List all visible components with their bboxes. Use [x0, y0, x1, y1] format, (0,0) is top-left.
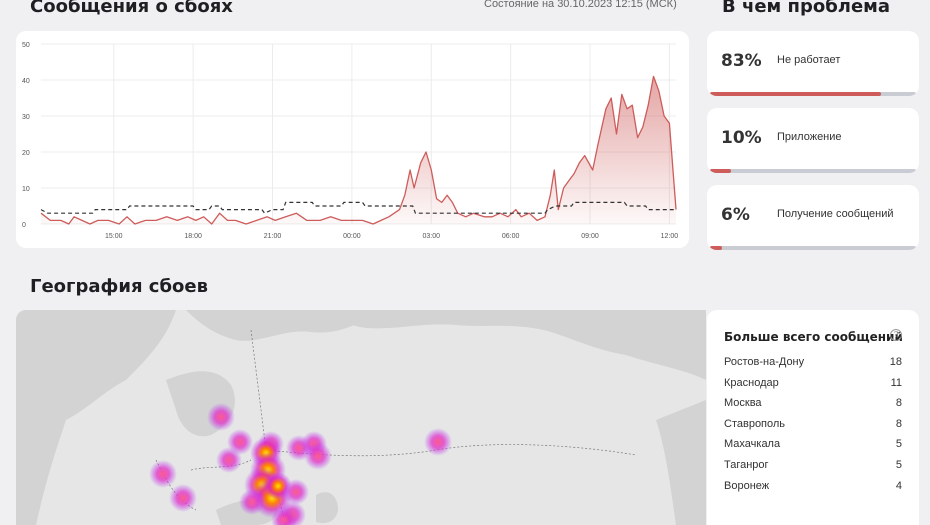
sea-area: [16, 310, 176, 525]
city-count: 5: [895, 459, 902, 471]
outage-map[interactable]: [16, 310, 706, 525]
reports-series-area: [41, 76, 676, 225]
city-name: Воронеж: [724, 479, 770, 492]
map-canvas: [16, 310, 706, 525]
city-row: Ростов-на-Дону 18: [724, 356, 902, 376]
city-row: Воронеж 4: [724, 480, 902, 500]
sea-area: [316, 310, 706, 380]
city-name: Краснодар: [724, 376, 779, 389]
city-name: Ставрополь: [724, 417, 786, 430]
city-count: 8: [895, 417, 902, 430]
top-cities-panel: Больше всего сообщений ? Ростов-на-Дону 1…: [707, 310, 919, 525]
reports-chart-card: 0 10 20 30 40 50 15:00 18:00 21:00 00:00 03:00 06:0…: [16, 31, 689, 248]
problem-percent: 83%: [721, 51, 762, 71]
problem-card-not-working[interactable]: 83% Не работает: [707, 31, 919, 96]
sea-area: [316, 492, 338, 524]
top-cities-title: Больше всего сообщений: [724, 330, 903, 344]
sea-area: [656, 400, 706, 525]
help-icon[interactable]: ?: [890, 329, 902, 341]
city-count: 4: [895, 479, 902, 492]
y-tick-label: 10: [22, 186, 30, 193]
outage-heatmap: [149, 403, 452, 525]
city-name: Таганрог: [724, 459, 769, 471]
city-count: 18: [889, 356, 902, 368]
city-name: Ростов-на-Дону: [724, 356, 805, 368]
city-count: 11: [890, 376, 902, 389]
page-title: Сообщения о сбоях: [30, 0, 233, 17]
y-tick-label: 0: [22, 222, 26, 229]
x-tick-label: 06:00: [502, 233, 520, 240]
city-row: Ставрополь 8: [724, 418, 902, 438]
reports-series-line: [40, 75, 677, 225]
y-tick-label: 40: [22, 78, 30, 85]
y-tick-label: 30: [22, 114, 30, 121]
city-row: Махачкала 5: [724, 438, 902, 458]
x-tick-label: 12:00: [661, 233, 679, 240]
city-row: Таганрог 5: [724, 459, 902, 479]
geo-title: География сбоев: [30, 276, 208, 297]
y-tick-label: 50: [22, 42, 30, 49]
x-tick-label: 00:00: [343, 233, 361, 240]
problem-percent: 6%: [721, 205, 750, 225]
problem-card-app[interactable]: 10% Приложение: [707, 108, 919, 173]
x-tick-label: 15:00: [105, 233, 123, 240]
problem-card-messages[interactable]: 6% Получение сообщений: [707, 185, 919, 250]
reports-chart: 0 10 20 30 40 50 15:00 18:00 21:00 00:00 03:00 06:0…: [22, 42, 679, 240]
y-tick-label: 20: [22, 150, 30, 157]
typical-series-line: [40, 201, 676, 214]
problem-label: Получение сообщений: [777, 208, 894, 220]
city-row: Краснодар 11: [724, 377, 902, 397]
x-tick-label: 18:00: [184, 233, 202, 240]
city-row: Москва 8: [724, 397, 902, 417]
x-tick-label: 09:00: [581, 233, 599, 240]
problem-label: Приложение: [777, 131, 842, 143]
city-count: 8: [895, 397, 902, 410]
city-name: Махачкала: [724, 438, 781, 451]
problems-title: В чем проблема: [722, 0, 891, 17]
problem-percent: 10%: [721, 128, 762, 148]
x-tick-label: 21:00: [264, 233, 282, 240]
problem-progress: [710, 92, 916, 96]
city-name: Москва: [724, 397, 762, 410]
city-count: 5: [895, 438, 902, 451]
problem-progress: [710, 246, 916, 250]
status-timestamp: Состояние на 30.10.2023 12:15 (МСК): [484, 0, 677, 10]
x-tick-label: 03:00: [422, 233, 440, 240]
problem-label: Не работает: [777, 54, 841, 66]
sea-area: [186, 310, 376, 341]
problem-progress: [710, 169, 916, 173]
